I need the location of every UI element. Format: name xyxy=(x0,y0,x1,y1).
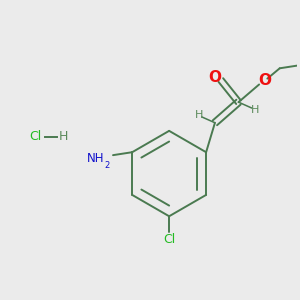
Text: H: H xyxy=(195,110,203,120)
Text: O: O xyxy=(258,74,271,88)
Text: H: H xyxy=(250,104,259,115)
Text: 2: 2 xyxy=(104,161,110,170)
Text: O: O xyxy=(208,70,221,85)
Text: Cl: Cl xyxy=(163,233,175,246)
Text: H: H xyxy=(58,130,68,143)
Text: NH: NH xyxy=(87,152,104,165)
Text: Cl: Cl xyxy=(29,130,41,143)
